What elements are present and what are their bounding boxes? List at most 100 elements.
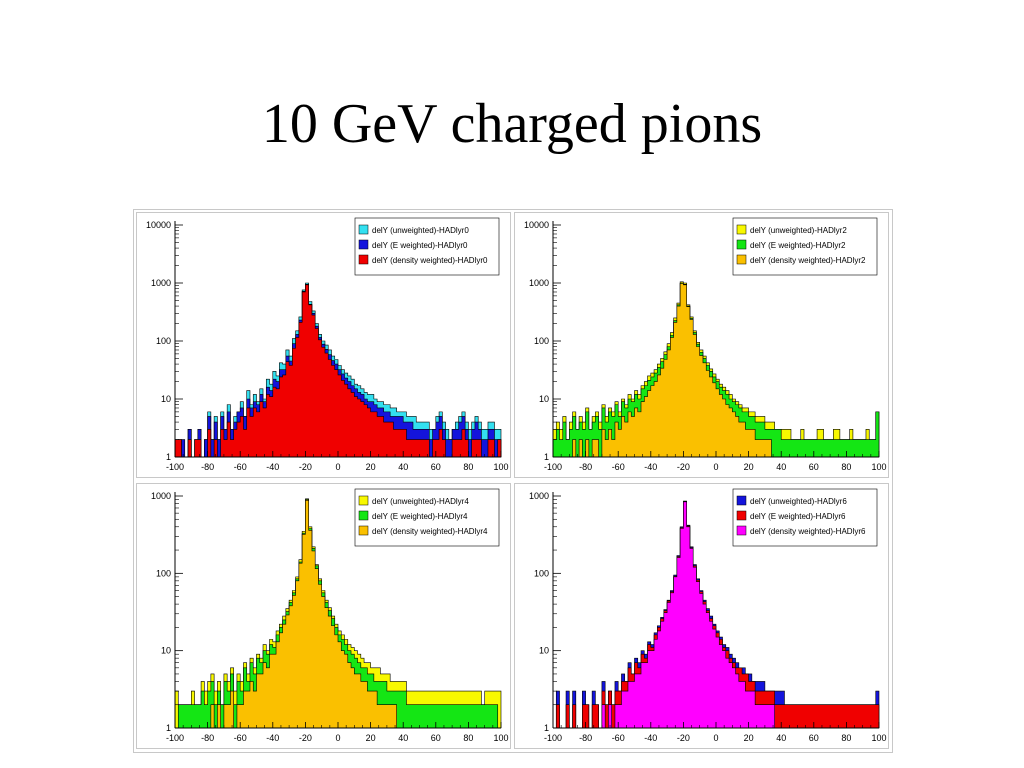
x-tick-label: 100: [493, 462, 508, 472]
histogram-chart-bottom-left: -100 -80 -60 -40 -20 0 20 40 60 80 100 1 10 100 1000 de…: [151, 488, 509, 743]
y-tick-label: 1: [166, 452, 171, 462]
x-tick-label: -20: [677, 733, 690, 743]
legend-swatch: [358, 239, 369, 250]
y-tick-label: 1000: [529, 491, 549, 501]
histogram-panel-top-left: -100 -80 -60 -40 -20 0 20 40 60 80 100 1 10 100 1000 10…: [136, 212, 511, 478]
y-tick-label: 1000: [151, 491, 171, 501]
x-tick-label: -60: [234, 462, 247, 472]
legend-swatch: [736, 254, 747, 265]
legend-entry: delY (density weighted)-HADlyr4: [372, 527, 488, 536]
x-tick-label: 40: [398, 462, 408, 472]
y-tick-label: 10: [161, 394, 171, 404]
legend-entry: delY (E weighted)-HADlyr2: [750, 241, 846, 250]
x-tick-label: 0: [335, 462, 340, 472]
y-tick-label: 100: [534, 568, 549, 578]
y-tick-label: 10000: [146, 220, 171, 230]
x-tick-label: -20: [299, 462, 312, 472]
y-tick-label: 100: [156, 568, 171, 578]
x-tick-label: -60: [234, 733, 247, 743]
x-tick-label: -100: [544, 733, 562, 743]
x-tick-label: 0: [335, 733, 340, 743]
x-tick-label: 20: [744, 733, 754, 743]
x-tick-label: 0: [713, 462, 718, 472]
x-tick-label: 100: [871, 462, 886, 472]
x-tick-label: -20: [299, 733, 312, 743]
x-tick-label: 40: [776, 462, 786, 472]
histogram-series-2: [175, 499, 501, 729]
x-tick-label: 60: [809, 462, 819, 472]
y-tick-label: 10000: [524, 220, 549, 230]
x-tick-label: 80: [463, 733, 473, 743]
x-tick-label: -80: [201, 462, 214, 472]
histogram-panel-top-right: -100 -80 -60 -40 -20 0 20 40 60 80 100 1 10 100 1000 10…: [514, 212, 889, 478]
x-tick-label: 80: [841, 462, 851, 472]
x-tick-label: 80: [841, 733, 851, 743]
x-tick-label: 60: [431, 733, 441, 743]
legend-swatch: [736, 495, 747, 506]
slide-title: 10 GeV charged pions: [261, 93, 763, 155]
legend-entry: delY (unweighted)-HADlyr0: [372, 226, 469, 235]
histogram-panel-bottom-right: -100 -80 -60 -40 -20 0 20 40 60 80 100 1 10 100 1000 de…: [514, 483, 889, 749]
x-tick-label: -80: [579, 733, 592, 743]
x-tick-label: -60: [612, 462, 625, 472]
x-tick-label: -40: [266, 733, 279, 743]
x-tick-label: 20: [744, 462, 754, 472]
x-tick-label: 100: [871, 733, 886, 743]
legend-swatch: [358, 510, 369, 521]
histogram-chart-bottom-right: -100 -80 -60 -40 -20 0 20 40 60 80 100 1 10 100 1000 de…: [529, 488, 887, 743]
y-tick-label: 100: [156, 336, 171, 346]
x-tick-label: -100: [544, 462, 562, 472]
y-tick-label: 1000: [151, 278, 171, 288]
x-tick-label: 40: [776, 733, 786, 743]
x-tick-label: -40: [266, 462, 279, 472]
x-tick-label: 60: [431, 462, 441, 472]
legend-entry: delY (density weighted)-HADlyr0: [372, 256, 488, 265]
legend-swatch: [358, 525, 369, 536]
y-tick-label: 10: [161, 646, 171, 656]
y-tick-label: 1: [544, 452, 549, 462]
legend-swatch: [736, 510, 747, 521]
legend: [354, 217, 500, 276]
x-tick-label: -100: [166, 733, 184, 743]
histogram-panel-bottom-left: -100 -80 -60 -40 -20 0 20 40 60 80 100 1 10 100 1000 de…: [136, 483, 511, 749]
histogram-series-3: [553, 283, 879, 458]
y-tick-label: 10: [539, 646, 549, 656]
legend-swatch: [736, 239, 747, 250]
legend: [732, 217, 878, 276]
histogram-chart-top-left: -100 -80 -60 -40 -20 0 20 40 60 80 100 1 10 100 1000 10…: [146, 217, 509, 472]
x-tick-label: 20: [366, 462, 376, 472]
histogram-grid: -100 -80 -60 -40 -20 0 20 40 60 80 100 1 10 100 1000 10…: [133, 209, 893, 753]
x-tick-label: 40: [398, 733, 408, 743]
x-tick-label: 20: [366, 733, 376, 743]
legend-entry: delY (E weighted)-HADlyr4: [372, 512, 468, 521]
legend-swatch: [358, 495, 369, 506]
x-tick-label: 100: [493, 733, 508, 743]
y-tick-label: 1: [544, 723, 549, 733]
x-tick-label: -80: [579, 462, 592, 472]
legend-entry: delY (unweighted)-HADlyr6: [750, 497, 847, 506]
x-tick-label: 80: [463, 462, 473, 472]
x-tick-label: -40: [644, 462, 657, 472]
legend-swatch: [736, 224, 747, 235]
legend: [732, 488, 878, 547]
legend-entry: delY (density weighted)-HADlyr6: [750, 527, 866, 536]
y-tick-label: 1000: [529, 278, 549, 288]
x-tick-label: 60: [809, 733, 819, 743]
legend-swatch: [358, 254, 369, 265]
x-tick-label: -80: [201, 733, 214, 743]
x-tick-label: -20: [677, 462, 690, 472]
legend-entry: delY (E weighted)-HADlyr6: [750, 512, 846, 521]
legend-entry: delY (unweighted)-HADlyr4: [372, 497, 469, 506]
legend-entry: delY (density weighted)-HADlyr2: [750, 256, 866, 265]
y-tick-label: 100: [534, 336, 549, 346]
x-tick-label: -60: [612, 733, 625, 743]
legend-entry: delY (E weighted)-HADlyr0: [372, 241, 468, 250]
legend-swatch: [358, 224, 369, 235]
x-tick-label: -100: [166, 462, 184, 472]
legend-entry: delY (unweighted)-HADlyr2: [750, 226, 847, 235]
histogram-chart-top-right: -100 -80 -60 -40 -20 0 20 40 60 80 100 1 10 100 1000 10…: [524, 217, 887, 472]
legend-swatch: [736, 525, 747, 536]
x-tick-label: 0: [713, 733, 718, 743]
legend: [354, 488, 500, 547]
y-tick-label: 10: [539, 394, 549, 404]
